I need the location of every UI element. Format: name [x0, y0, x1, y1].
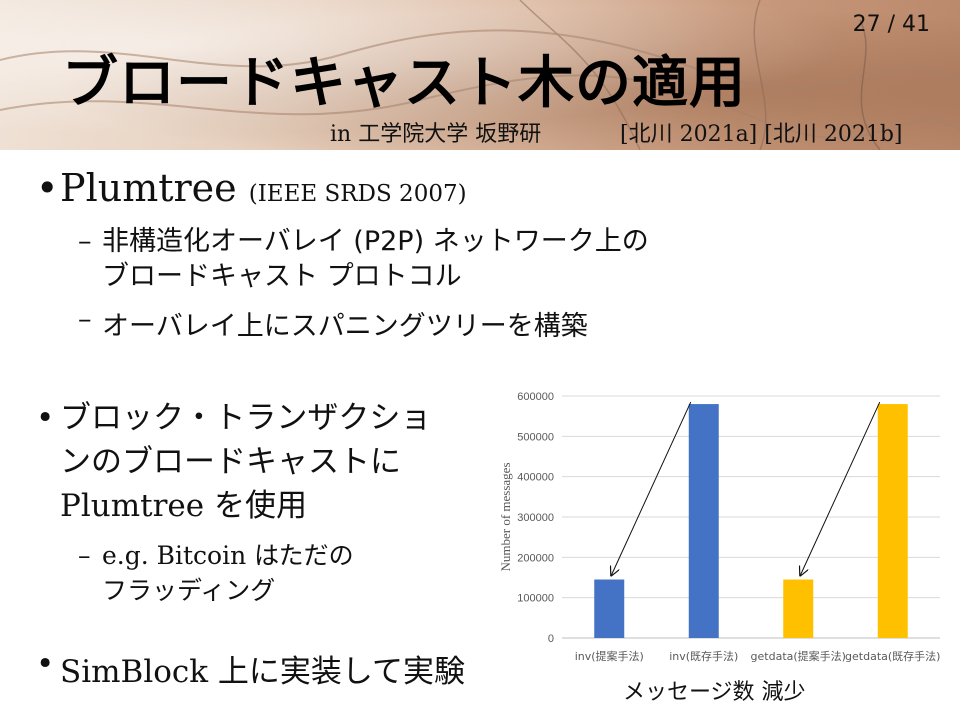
bar [877, 404, 908, 638]
y-axis-label: Number of messages [498, 462, 513, 571]
bullet-dot: • [36, 166, 59, 210]
bullet-dot: • [36, 400, 55, 436]
y-tick-label: 200000 [517, 552, 554, 564]
x-tick-label: getdata(提案手法) [751, 649, 846, 663]
subbullet-dash: – [78, 304, 92, 335]
title-banner-background [0, 0, 960, 150]
subtitle-references: [北川 2021a] [北川 2021b] [620, 122, 903, 147]
bullet-block-broadcast: • ブロック・トランザクショ ンのブロードキャストに Plumtree を使用 [36, 396, 431, 528]
x-tick-label: inv(提案手法) [575, 649, 644, 663]
message-count-bar-chart: 0 100000 200000 300000 400000 500000 600000 Num… [498, 391, 940, 663]
bullet-plumtree-venue: (IEEE SRDS 2007) [248, 181, 467, 207]
subbullet-bitcoin-line1: e.g. Bitcoin はただの [102, 541, 354, 570]
bullet-block-line1: ブロック・トランザクショ [60, 400, 432, 436]
decrease-arrow [800, 401, 881, 575]
bar [688, 404, 719, 638]
y-tick-label: 0 [548, 633, 554, 645]
x-tick-label: inv(既存手法) [669, 649, 738, 663]
subbullet-overlay-line2: ブロードキャスト プロトコル [102, 261, 462, 292]
bullet-simblock: • SimBlock 上に実装して実験 [36, 646, 465, 691]
y-tick-label: 300000 [517, 512, 554, 524]
x-tick-label: getdata(既存手法) [845, 649, 940, 663]
bullet-simblock-text: SimBlock 上に実装して実験 [60, 654, 465, 690]
bullet-block-line3: Plumtree を使用 [60, 488, 307, 524]
map-texture [0, 0, 960, 150]
subbullet-spanning-tree-text: オーバレイ上にスパニングツリーを構築 [102, 311, 588, 342]
chart-caption: メッセージ数 減少 [623, 680, 806, 705]
slide-title: ブロードキャスト木の適用 [62, 51, 746, 116]
bullet-dot: • [36, 646, 55, 682]
bullet-plumtree: • Plumtree (IEEE SRDS 2007) [36, 166, 467, 210]
bar [594, 579, 625, 638]
subbullet-overlay-protocol: – 非構造化オーバレイ (P2P) ネットワーク上の ブロードキャスト プロトコ… [78, 224, 649, 294]
subbullet-spanning-tree: – オーバレイ上にスパニングツリーを構築 [78, 304, 588, 343]
subbullet-dash: – [78, 541, 91, 570]
slide-number: 27 / 41 [852, 12, 930, 37]
y-tick-label: 500000 [517, 431, 554, 443]
subtitle-lab: in 工学院大学 坂野研 [330, 122, 542, 147]
y-tick-label: 600000 [517, 391, 554, 403]
y-tick-label: 100000 [517, 593, 554, 605]
y-tick-label: 400000 [517, 472, 554, 484]
decrease-arrow [611, 401, 692, 575]
subbullet-bitcoin: – e.g. Bitcoin はただの フラッディング [78, 538, 354, 608]
bullet-block-line2: ンのブロードキャストに [60, 444, 401, 480]
subbullet-overlay-line1: 非構造化オーバレイ (P2P) ネットワーク上の [102, 226, 649, 257]
subbullet-dash: – [78, 226, 92, 257]
subbullet-bitcoin-line2: フラッディング [102, 576, 276, 605]
bullet-plumtree-main: Plumtree [60, 166, 237, 210]
bar [783, 579, 814, 638]
